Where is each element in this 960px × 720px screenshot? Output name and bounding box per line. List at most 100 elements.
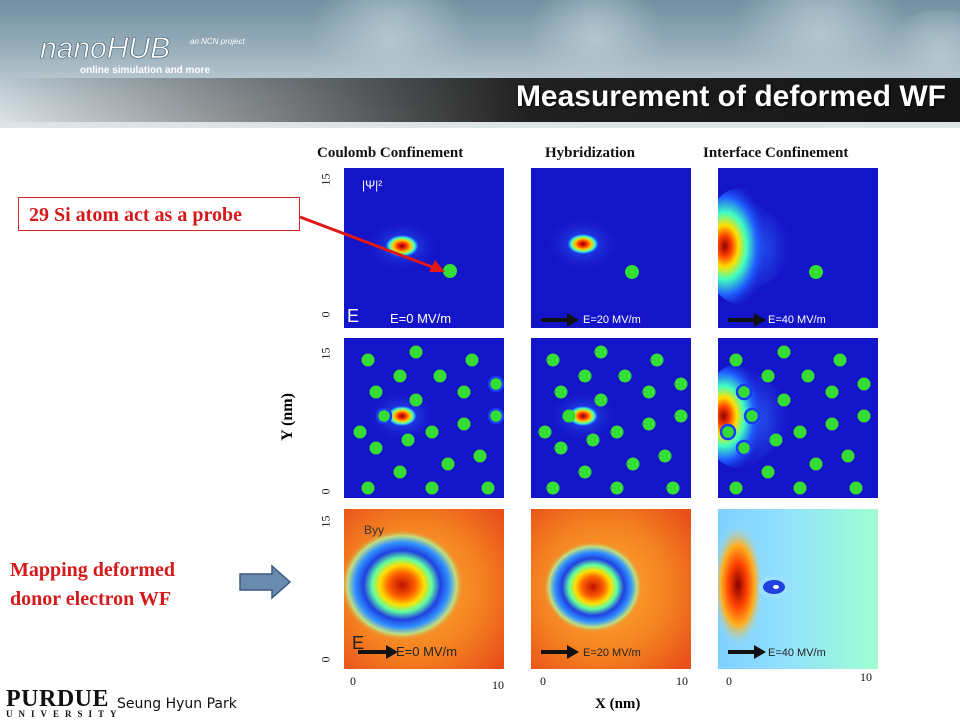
y-tick-top: 15 <box>318 515 333 528</box>
si-atom-dot <box>393 369 407 383</box>
si-atom-dot <box>642 417 656 431</box>
si-atom-dot <box>719 423 737 441</box>
mapping-line-2: donor electron WF <box>10 588 172 610</box>
si-atom-dot <box>833 353 847 367</box>
si-atom-dot <box>457 417 471 431</box>
si-atom-dot <box>761 369 775 383</box>
field-label: E=20 MV/m <box>583 647 641 659</box>
si-atom-dot <box>481 481 495 495</box>
si-atom-dot <box>626 457 640 471</box>
si-atom-dot <box>674 409 688 423</box>
si-atom-dot <box>465 353 479 367</box>
psi-panel-coulomb: |Ψ|² E E=0 MV/m <box>344 168 504 328</box>
si-atom-dot <box>409 393 423 407</box>
atoms-panel-hybridization <box>531 338 691 498</box>
si-atom-dot <box>841 449 855 463</box>
si-atom-dot <box>425 425 439 439</box>
si-atom-dot <box>777 393 791 407</box>
y-tick-top: 15 <box>318 347 333 360</box>
si-atom-dot <box>642 385 656 399</box>
si-atom-dot <box>375 407 393 425</box>
x-tick-end: 10 <box>676 674 688 688</box>
svg-text:nanoHUB: nanoHUB <box>40 32 170 65</box>
field-label: E=40 MV/m <box>768 647 826 659</box>
e-symbol: E <box>347 306 360 326</box>
si-atom-dot <box>761 465 775 479</box>
byy-panel-coulomb: Byy E E=0 MV/m <box>344 509 504 669</box>
si-atom-dot <box>361 353 375 367</box>
si-atom-dot <box>857 377 871 391</box>
purdue-logo: PURDUE UNIVERSITY <box>6 686 123 719</box>
si-atom-dot <box>849 481 863 495</box>
si-atom-dot <box>578 369 592 383</box>
byy-label: Byy <box>364 523 385 537</box>
si-atom-dot <box>809 457 823 471</box>
si-atom-dot <box>393 465 407 479</box>
si-atom-dot <box>546 353 560 367</box>
column-title-interface: Interface Confinement <box>703 145 849 161</box>
x-tick-start: 0 <box>540 674 546 688</box>
nanohub-logo: nanoHUB online simulation and more an NC… <box>40 32 245 76</box>
mapping-arrow-icon <box>239 564 292 600</box>
si-atom-dot <box>735 383 753 401</box>
field-label: E=0 MV/m <box>390 311 452 326</box>
si-atom-dot <box>425 481 439 495</box>
field-label: E=0 MV/m <box>396 644 458 659</box>
svg-text:an NCN project: an NCN project <box>190 37 245 46</box>
y-tick-bottom: 0 <box>318 656 333 663</box>
x-tick-start: 0 <box>350 674 356 688</box>
byy-panel-hybridization: E=20 MV/m <box>531 509 691 669</box>
x-tick-start: 0 <box>726 674 732 688</box>
si-atom-dot <box>610 481 624 495</box>
si-atom-dot <box>650 353 664 367</box>
y-tick-bottom: 0 <box>318 311 333 318</box>
title-bar <box>0 78 960 122</box>
si-atom-dot <box>473 449 487 463</box>
si-atom-dot <box>487 407 504 425</box>
y-axis-label: Y (nm) <box>278 393 296 441</box>
si-atom-dot <box>586 433 600 447</box>
si-atom-dot <box>666 481 680 495</box>
column-title-coulomb: Coulomb Confinement <box>317 145 464 161</box>
psi-panel-hybridization: E=20 MV/m <box>531 168 691 328</box>
si-atom-dot <box>769 433 783 447</box>
si-atom-dot <box>554 385 568 399</box>
si-atom-dot <box>801 369 815 383</box>
si-atom-dot <box>729 353 743 367</box>
si-atom-dot <box>793 481 807 495</box>
si-atom-dot <box>743 407 761 425</box>
mapping-line-1: Mapping deformed <box>10 559 175 581</box>
page-title: Measurement of deformed WF <box>515 80 946 113</box>
si-atom-dot <box>594 393 608 407</box>
si-atom-dot <box>369 385 383 399</box>
psi-label: |Ψ|² <box>362 178 383 192</box>
si-atom-dot <box>729 481 743 495</box>
si-atom-dot <box>857 409 871 423</box>
si-atom-dot <box>578 465 592 479</box>
probe-callout: 29 Si atom act as a probe <box>18 197 300 231</box>
si-atom-dot <box>369 441 383 455</box>
si-probe-atom <box>443 264 457 278</box>
author-name: Seung Hyun Park <box>117 696 237 712</box>
si-atom-dot <box>409 345 423 359</box>
si-atom-dot <box>674 377 688 391</box>
atoms-panel-interface <box>718 338 878 498</box>
si-atom-dot <box>353 425 367 439</box>
si-atom-dot <box>433 369 447 383</box>
svg-text:online simulation and more: online simulation and more <box>80 65 210 76</box>
probe-arrow <box>299 215 445 272</box>
x-tick-end: 10 <box>860 670 872 684</box>
si-atom-dot <box>618 369 632 383</box>
y-tick-bottom: 0 <box>318 488 333 495</box>
si-atom-dot <box>735 439 753 457</box>
byy-panel-interface: E=40 MV/m <box>718 509 878 669</box>
si-atom-dot <box>610 425 624 439</box>
si-atom-dot <box>658 449 672 463</box>
si-atom-dot <box>562 409 576 423</box>
si-atom-dot <box>487 375 504 393</box>
si-atom-dot <box>594 345 608 359</box>
atoms-panel-coulomb <box>344 338 504 498</box>
field-label: E=20 MV/m <box>583 314 641 326</box>
si-atom-dot <box>546 481 560 495</box>
x-axis-label: X (nm) <box>595 696 641 712</box>
